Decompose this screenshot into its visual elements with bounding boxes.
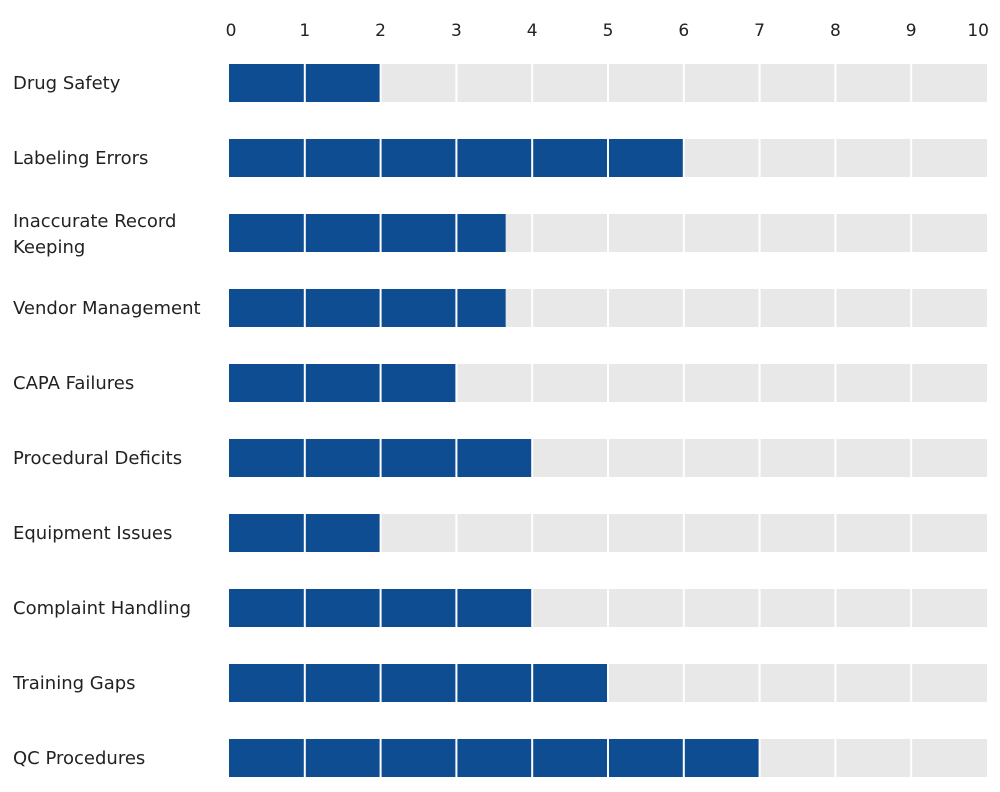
bar bbox=[229, 214, 506, 252]
category-labels: Drug Safety Labeling Errors Inaccurate Rec… bbox=[12, 73, 201, 769]
bar bbox=[229, 664, 608, 702]
row-gap bbox=[228, 702, 988, 739]
x-tick-label: 10 bbox=[967, 21, 989, 41]
x-tick-label: 7 bbox=[754, 21, 765, 41]
row-gap bbox=[228, 402, 988, 439]
x-tick-label: 1 bbox=[299, 21, 310, 41]
category-label: Procedural Deficits bbox=[13, 448, 182, 469]
category-label: Drug Safety bbox=[13, 73, 121, 94]
row-gap bbox=[228, 252, 988, 289]
x-tick-label: 5 bbox=[603, 21, 614, 41]
category-label: Vendor Management bbox=[13, 298, 201, 319]
bar bbox=[229, 289, 506, 327]
x-axis-ticks: 0 1 2 3 4 5 6 7 8 9 10 bbox=[226, 21, 989, 41]
row-gap bbox=[228, 627, 988, 664]
x-tick-label: 4 bbox=[527, 21, 538, 41]
category-label: Inaccurate Record Keeping bbox=[13, 211, 176, 258]
x-tick-label: 9 bbox=[906, 21, 917, 41]
bar bbox=[229, 364, 457, 402]
row-gap bbox=[228, 102, 988, 139]
grid-dividers bbox=[228, 64, 988, 777]
category-label: Labeling Errors bbox=[13, 148, 148, 169]
bar bbox=[229, 739, 760, 777]
x-tick-label: 2 bbox=[375, 21, 386, 41]
category-label: Complaint Handling bbox=[13, 598, 191, 619]
row-gap bbox=[228, 477, 988, 514]
category-label: QC Procedures bbox=[13, 748, 145, 769]
category-label: CAPA Failures bbox=[13, 373, 134, 394]
x-tick-label: 0 bbox=[226, 21, 237, 41]
x-tick-label: 3 bbox=[451, 21, 462, 41]
x-tick-label: 6 bbox=[678, 21, 689, 41]
category-label: Training Gaps bbox=[12, 673, 136, 694]
row-gap bbox=[228, 552, 988, 589]
row-gap bbox=[228, 327, 988, 364]
row-gap bbox=[228, 177, 988, 214]
category-label: Equipment Issues bbox=[13, 523, 172, 544]
x-tick-label: 8 bbox=[830, 21, 841, 41]
